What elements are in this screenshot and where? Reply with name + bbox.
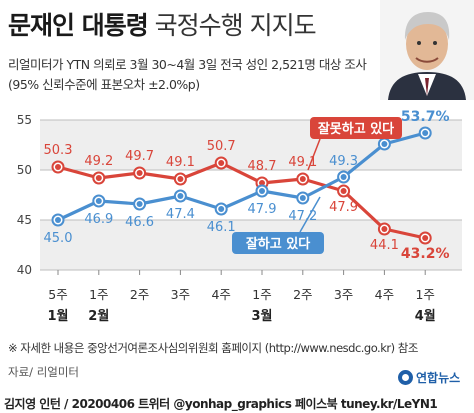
- value-label: 49.2: [84, 154, 113, 169]
- y-tick-label: 55: [17, 113, 32, 127]
- value-label: 44.1: [370, 238, 399, 253]
- callout-positive-box: [232, 232, 324, 254]
- x-week-label: 4주: [211, 287, 230, 302]
- data-point-core: [422, 235, 429, 241]
- title-light: 국정수행 지지도: [154, 11, 317, 40]
- data-point-core: [136, 170, 143, 176]
- value-label: 47.2: [288, 209, 317, 224]
- data-point-core: [340, 174, 347, 180]
- x-week-label: 5주: [48, 287, 67, 302]
- x-week-label: 3주: [171, 287, 190, 302]
- yonhap-logo-icon: [398, 370, 413, 385]
- title-bold: 문재인 대통령: [8, 11, 149, 40]
- yonhap-logo: 연합뉴스: [398, 369, 460, 386]
- president-portrait-icon: [380, 0, 474, 100]
- source-label: 자료/ 리얼미터: [8, 365, 80, 379]
- data-point-core: [381, 141, 388, 147]
- data-point-core: [381, 226, 388, 232]
- value-label: 53.7%: [401, 109, 450, 125]
- data-point-core: [136, 201, 143, 207]
- callout-negative-leader: [307, 138, 321, 171]
- logo-text: 연합뉴스: [416, 371, 461, 385]
- data-point-core: [218, 206, 225, 212]
- value-label: 48.7: [248, 159, 277, 174]
- value-label: 47.4: [166, 207, 195, 222]
- series-layer: [51, 126, 432, 245]
- callout-negative-box: [310, 117, 402, 139]
- value-label: 49.3: [329, 154, 358, 169]
- x-month-label: 1월: [47, 308, 68, 324]
- x-month-label: 3월: [251, 308, 272, 324]
- data-point-core: [55, 164, 61, 170]
- data-point-core: [177, 176, 184, 182]
- x-week-label: 2주: [130, 287, 149, 302]
- label-layer: 50.349.2 49.7 49.150.748.7 49.147.944.143.2…: [44, 109, 450, 262]
- x-week-label: 4주: [375, 287, 394, 302]
- value-label: 49.7: [125, 149, 154, 164]
- value-label: 45.0: [44, 231, 73, 246]
- x-month-label: 4월: [415, 308, 436, 324]
- series-line-negative: [57, 161, 426, 240]
- data-point-core: [299, 176, 306, 182]
- value-label: 46.9: [84, 212, 113, 227]
- x-week-label: 1주: [89, 287, 108, 302]
- value-label: 43.2%: [401, 246, 450, 262]
- chart-title: 문재인 대통령 국정수행 지지도: [8, 6, 317, 42]
- y-tick-label: 45: [17, 213, 32, 227]
- value-label: 46.6: [125, 215, 154, 230]
- data-point-core: [259, 188, 265, 194]
- callout-positive-text: 잘하고 있다: [246, 236, 310, 252]
- data-point-core: [177, 193, 184, 199]
- value-label: 50.7: [207, 139, 236, 154]
- credit-line: 김지영 인턴 / 20200406 트위터 @yonhap_graphics 페…: [4, 397, 438, 411]
- data-point-core: [259, 180, 265, 186]
- y-tick-label: 40: [17, 263, 32, 277]
- x-week-label: 1주: [415, 287, 434, 302]
- data-point-core: [299, 195, 306, 201]
- series-line-positive: [57, 131, 426, 222]
- y-tick-label: 50: [17, 163, 32, 177]
- data-point-core: [340, 188, 347, 194]
- x-month-label: 2월: [88, 308, 109, 324]
- data-point-core: [55, 217, 61, 223]
- data-point-core: [95, 198, 102, 204]
- axis-layer: 40 45 50 55 5주 1주 2주 3주 4주 1주 2주 3주 4주 1주 1월 2월 3월 4월: [17, 113, 436, 324]
- title-block: 문재인 대통령 국정수행 지지도: [8, 6, 317, 42]
- line-chart: 40 45 50 55 5주 1주 2주 3주 4주 1주 2주 3주 4주 1주 1월 2월 3월 4월 50.…: [17, 109, 462, 324]
- callout-positive-leader: [299, 196, 321, 233]
- data-point-core: [95, 175, 102, 181]
- x-week-label: 3주: [334, 287, 353, 302]
- value-label: 50.3: [44, 143, 73, 158]
- value-label: 46.1: [207, 220, 236, 235]
- x-week-label: 2주: [293, 287, 312, 302]
- value-label: 47.9: [329, 200, 358, 215]
- callout-negative-text: 잘못하고 있다: [318, 121, 394, 137]
- data-point-core: [218, 160, 225, 166]
- callout-positive: 잘하고 있다: [232, 232, 324, 254]
- data-point-core: [422, 130, 429, 136]
- margin-of-error: (95% 신뢰수준에 표본오차 ±2.0%p): [8, 77, 200, 92]
- callout-negative: 잘못하고 있다: [310, 117, 402, 139]
- x-week-label: 1주: [252, 287, 271, 302]
- value-label: 47.9: [248, 202, 277, 217]
- value-label: 49.1: [166, 155, 195, 170]
- footnote: ※ 자세한 내용은 중앙선거여론조사심의위원회 홈페이지 (http://www…: [8, 341, 418, 355]
- survey-info: 리얼미터가 YTN 의뢰로 3월 30~4월 3일 전국 성인 2,521명 대…: [8, 57, 367, 72]
